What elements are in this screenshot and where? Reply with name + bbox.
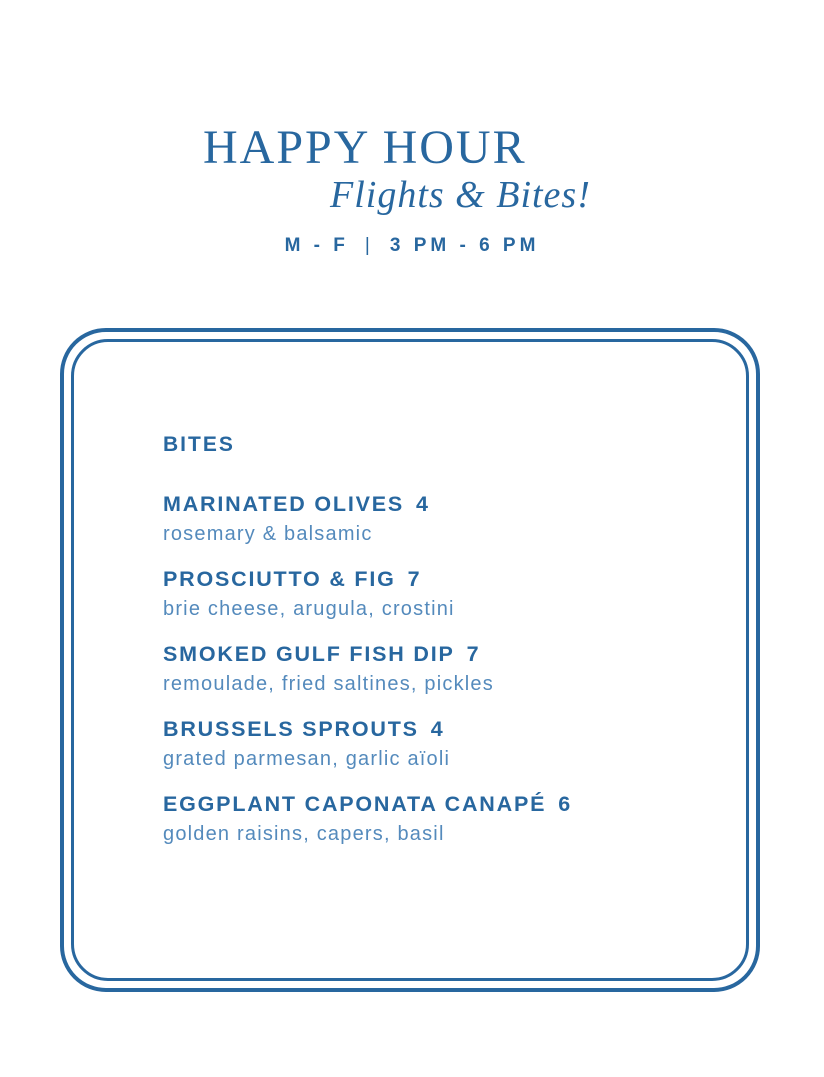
section-heading: BITES: [163, 433, 235, 456]
menu-item: BRUSSELS SPROUTS 4 grated parmesan, garli…: [163, 714, 703, 774]
menu-section-bites: BITES MARINATED OLIVES 4 rosemary & balsa…: [163, 434, 703, 864]
item-description: rosemary & balsamic: [163, 523, 373, 545]
menu-card-outer-border: [60, 328, 760, 992]
item-description: grated parmesan, garlic aïoli: [163, 748, 451, 770]
menu-item: PROSCIUTTO & FIG 7 brie cheese, arugula, …: [163, 564, 703, 624]
schedule-separator: |: [364, 235, 374, 256]
item-name: BRUSSELS SPROUTS: [163, 717, 419, 741]
schedule-days: M - F: [284, 235, 349, 256]
happy-hour-schedule: M - F | 3 PM - 6 PM: [0, 235, 824, 257]
item-price: 6: [558, 792, 572, 816]
item-price: 7: [466, 642, 481, 666]
item-description: remoulade, fried saltines, pickles: [163, 673, 494, 695]
menu-title: HAPPY HOUR: [203, 121, 527, 174]
menu-item: SMOKED GULF FISH DIP 7 remoulade, fried s…: [163, 639, 703, 699]
schedule-time: 3 PM - 6 PM: [389, 235, 540, 256]
item-name: EGGPLANT CAPONATA CANAPÉ: [163, 792, 547, 816]
item-name: SMOKED GULF FISH DIP: [163, 642, 455, 666]
item-name: PROSCIUTTO & FIG: [163, 567, 396, 591]
item-description: brie cheese, arugula, crostini: [163, 598, 455, 620]
item-name: MARINATED OLIVES: [163, 492, 405, 516]
menu-item: EGGPLANT CAPONATA CANAPÉ 6 golden raisins…: [163, 789, 703, 849]
item-price: 4: [430, 717, 445, 741]
item-price: 7: [407, 567, 422, 591]
menu-card-inner-border: [71, 339, 749, 981]
item-description: golden raisins, capers, basil: [163, 823, 445, 845]
menu-item: MARINATED OLIVES 4 rosemary & balsamic: [163, 489, 703, 549]
item-price: 4: [416, 492, 430, 516]
menu-subtitle: Flights & Bites!: [330, 174, 591, 216]
